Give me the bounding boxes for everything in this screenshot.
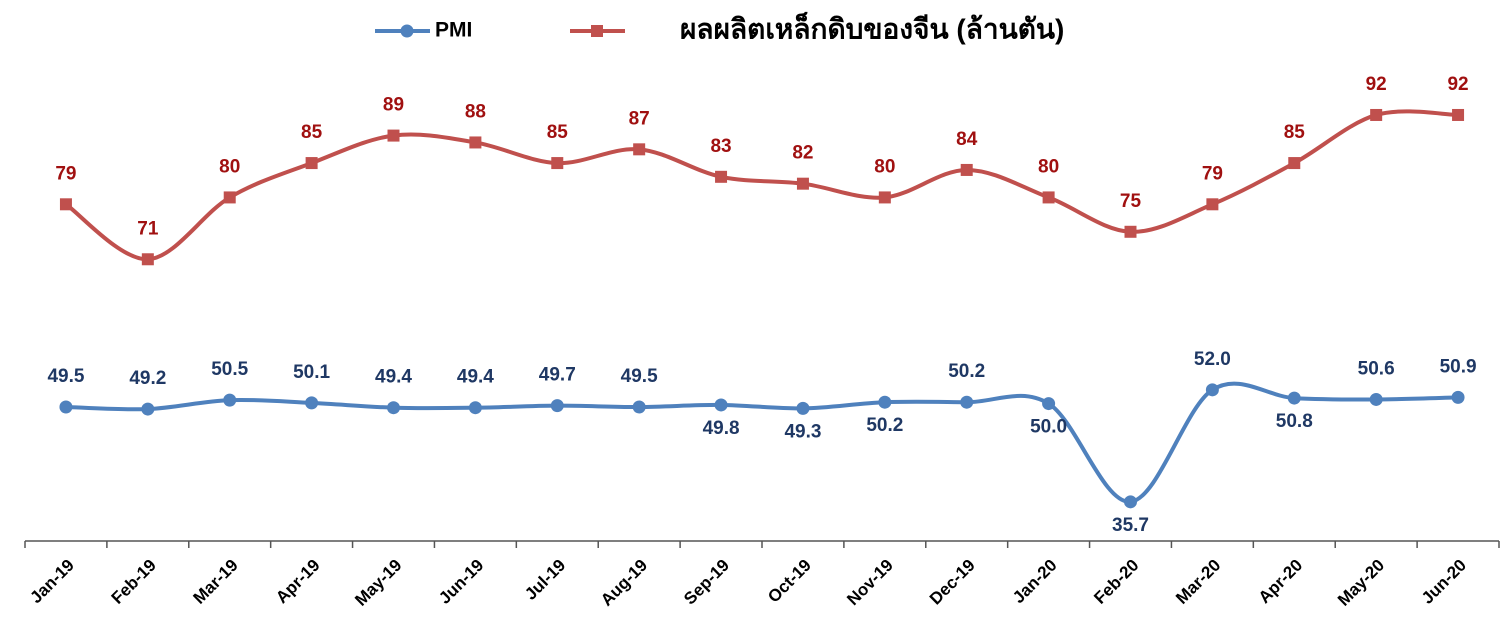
marker <box>633 143 646 156</box>
data-label: 87 <box>629 108 650 129</box>
data-label: 50.0 <box>1030 417 1067 438</box>
marker <box>1288 157 1301 170</box>
marker <box>1042 191 1055 204</box>
marker <box>387 401 400 415</box>
data-label: 85 <box>1284 122 1306 143</box>
x-tick-label: Sep-19 <box>680 556 733 609</box>
x-tick-label: Jul-19 <box>521 556 569 604</box>
marker <box>468 401 482 415</box>
data-label: 52.0 <box>1194 349 1231 370</box>
x-tick-label: Mar-19 <box>190 556 242 608</box>
data-label: 89 <box>383 95 404 116</box>
marker <box>550 399 564 413</box>
marker <box>469 136 482 149</box>
x-tick-label: Feb-20 <box>1090 556 1142 608</box>
data-label: 49.4 <box>375 367 412 388</box>
marker <box>1287 391 1301 405</box>
x-tick-label: Jan-20 <box>1009 556 1061 608</box>
data-label: 84 <box>956 129 978 150</box>
x-tick-label: Jan-19 <box>26 556 78 608</box>
data-label: 82 <box>792 143 813 164</box>
marker <box>878 191 891 204</box>
data-label: 50.5 <box>211 359 248 380</box>
x-tick-label: Mar-20 <box>1172 556 1224 608</box>
marker <box>1206 198 1219 211</box>
marker <box>796 401 810 415</box>
legend-marker <box>591 25 603 37</box>
marker <box>1124 495 1137 509</box>
data-label: 49.5 <box>621 366 658 387</box>
data-label: 85 <box>547 122 569 143</box>
data-label: 79 <box>55 163 76 184</box>
marker <box>223 393 237 407</box>
x-tick-label: May-20 <box>1334 556 1388 610</box>
x-tick-label: Nov-19 <box>843 556 897 610</box>
data-label: 75 <box>1120 191 1142 212</box>
marker <box>796 177 809 190</box>
x-tick-label: Feb-19 <box>108 556 160 608</box>
marker <box>141 402 155 416</box>
marker <box>223 191 236 204</box>
marker <box>715 170 728 183</box>
x-tick-label: Aug-19 <box>597 556 651 610</box>
x-tick-label: Oct-19 <box>764 556 815 607</box>
data-label: 50.2 <box>866 415 903 436</box>
x-tick-label: May-19 <box>351 556 405 610</box>
series-line <box>65 381 1459 504</box>
data-label: 83 <box>710 136 731 157</box>
data-label: 71 <box>137 218 159 239</box>
data-label: 92 <box>1366 74 1387 95</box>
marker <box>1205 383 1219 397</box>
x-tick-label: Dec-19 <box>926 556 979 609</box>
data-label: 79 <box>1202 163 1223 184</box>
data-label: 49.5 <box>47 366 84 387</box>
x-tick-label: Apr-19 <box>272 556 324 608</box>
data-label: 50.1 <box>293 362 330 383</box>
marker <box>1370 108 1383 121</box>
data-label: 80 <box>219 156 240 177</box>
marker <box>305 157 318 170</box>
marker <box>960 395 974 409</box>
data-label: 49.8 <box>703 418 740 439</box>
marker <box>632 400 646 414</box>
x-tick-label: Jun-20 <box>1418 556 1470 608</box>
data-label: 80 <box>1038 156 1059 177</box>
marker <box>59 400 73 414</box>
legend-marker <box>400 24 414 38</box>
data-label: 92 <box>1447 74 1468 95</box>
data-label: 50.6 <box>1358 358 1395 379</box>
data-label: 80 <box>874 156 895 177</box>
data-label: 49.2 <box>129 368 166 389</box>
marker <box>551 157 564 170</box>
marker <box>1124 225 1137 238</box>
data-label: 49.7 <box>539 365 576 386</box>
marker <box>960 163 973 176</box>
data-label: 35.7 <box>1112 515 1149 536</box>
x-tick-label: Jun-19 <box>435 556 487 608</box>
marker <box>305 396 319 410</box>
marker <box>1452 108 1465 121</box>
marker <box>387 129 400 142</box>
legend-label: PMI <box>435 19 472 42</box>
marker <box>1369 392 1383 406</box>
data-label: 50.8 <box>1276 411 1313 432</box>
marker <box>1451 390 1465 404</box>
data-label: 49.3 <box>784 421 821 442</box>
legend-label: ผลผลิตเหล็กดิบของจีน (ล้านตัน) <box>680 11 1064 44</box>
data-label: 85 <box>301 122 323 143</box>
data-label: 88 <box>465 101 486 122</box>
marker <box>141 253 154 266</box>
data-label: 50.2 <box>948 361 985 382</box>
marker <box>1042 397 1056 411</box>
series-line <box>64 109 1459 262</box>
marker <box>714 398 728 412</box>
data-label: 49.4 <box>457 367 494 388</box>
x-tick-label: Apr-20 <box>1255 556 1307 608</box>
marker <box>878 395 892 409</box>
data-label: 50.9 <box>1440 356 1477 377</box>
marker <box>59 198 72 211</box>
